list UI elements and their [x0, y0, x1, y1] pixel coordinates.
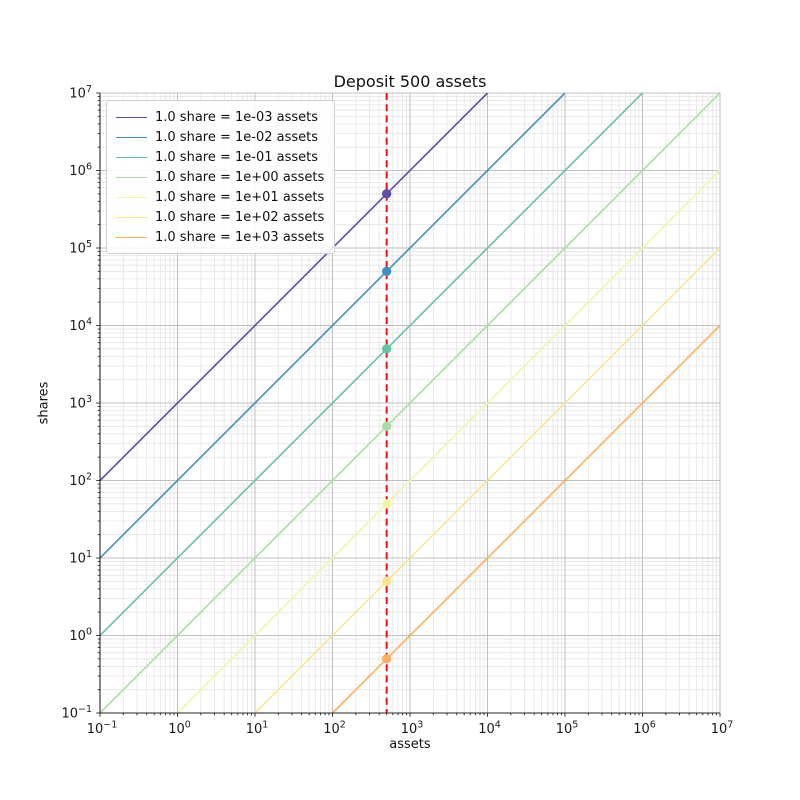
series-line-2	[100, 93, 644, 637]
legend: 1.0 share = 1e-03 assets 1.0 share = 1e-0…	[106, 100, 336, 254]
legend-item-4: 1.0 share = 1e+01 assets	[116, 187, 324, 207]
legend-item-label: 1.0 share = 1e-02 assets	[155, 129, 319, 145]
legend-line-swatch	[116, 236, 147, 238]
legend-item-6: 1.0 share = 1e+03 assets	[116, 227, 324, 247]
legend-line-swatch	[116, 116, 147, 118]
x-axis-label: assets	[389, 737, 431, 752]
y-axis-label: shares	[36, 381, 52, 425]
legend-item-label: 1.0 share = 1e-03 assets	[155, 109, 319, 125]
legend-item-5: 1.0 share = 1e+02 assets	[116, 207, 324, 227]
x-tick-label: 100	[168, 720, 191, 738]
x-tick-label: 10−1	[87, 720, 118, 738]
x-tick-label: 106	[633, 720, 656, 738]
axis-ticks	[96, 92, 721, 717]
legend-item-label: 1.0 share = 1e+03 assets	[155, 229, 325, 245]
deposit-marker-0	[381, 189, 392, 199]
legend-line-swatch	[116, 216, 147, 218]
deposit-marker-1	[381, 266, 392, 277]
series-line-5	[254, 247, 720, 713]
legend-item-3: 1.0 share = 1e+00 assets	[116, 167, 324, 187]
deposit-markers	[381, 189, 392, 664]
deposit-marker-2	[381, 344, 392, 354]
y-tick-label: 10−1	[61, 704, 92, 722]
x-tick-labels: 10−1 100 101 102 103 104 105 106 107	[87, 720, 734, 738]
legend-line-swatch	[116, 176, 147, 178]
y-tick-label: 106	[69, 162, 92, 180]
x-tick-label: 102	[323, 720, 346, 738]
legend-item-2: 1.0 share = 1e-01 assets	[116, 147, 324, 167]
legend-item-label: 1.0 share = 1e+02 assets	[155, 209, 325, 225]
deposit-marker-4	[381, 499, 392, 509]
x-tick-label: 101	[246, 720, 269, 738]
y-tick-label: 105	[69, 239, 92, 257]
legend-item-label: 1.0 share = 1e+01 assets	[155, 189, 325, 205]
legend-item-0: 1.0 share = 1e-03 assets	[116, 107, 324, 127]
y-tick-label: 102	[69, 472, 92, 490]
legend-item-label: 1.0 share = 1e-01 assets	[155, 149, 319, 165]
legend-item-label: 1.0 share = 1e+00 assets	[155, 169, 325, 185]
series-line-6	[331, 324, 720, 713]
legend-line-swatch	[116, 196, 147, 198]
y-tick-label: 103	[69, 394, 92, 412]
x-tick-label: 103	[401, 720, 424, 738]
y-tick-label: 107	[69, 84, 92, 102]
x-tick-label: 104	[478, 720, 501, 738]
series-lines	[100, 93, 720, 713]
y-tick-label: 101	[69, 549, 92, 567]
series-line-1	[100, 93, 566, 559]
legend-line-swatch	[116, 156, 147, 158]
legend-item-1: 1.0 share = 1e-02 assets	[116, 127, 324, 147]
y-tick-label: 100	[69, 627, 92, 645]
series-line-4	[176, 169, 720, 713]
series-line-3	[100, 93, 720, 713]
deposit-marker-6	[381, 654, 392, 664]
deposit-marker-5	[381, 576, 392, 587]
y-tick-labels: 10−1 100 101 102 103 104 105 106 107	[61, 84, 92, 722]
legend-line-swatch	[116, 136, 147, 138]
x-tick-label: 107	[711, 720, 734, 738]
y-tick-label: 104	[69, 317, 92, 335]
chart-title: Deposit 500 assets	[333, 72, 487, 91]
deposit-marker-3	[381, 421, 392, 432]
x-tick-label: 105	[556, 720, 579, 738]
series-line-0	[100, 93, 489, 482]
